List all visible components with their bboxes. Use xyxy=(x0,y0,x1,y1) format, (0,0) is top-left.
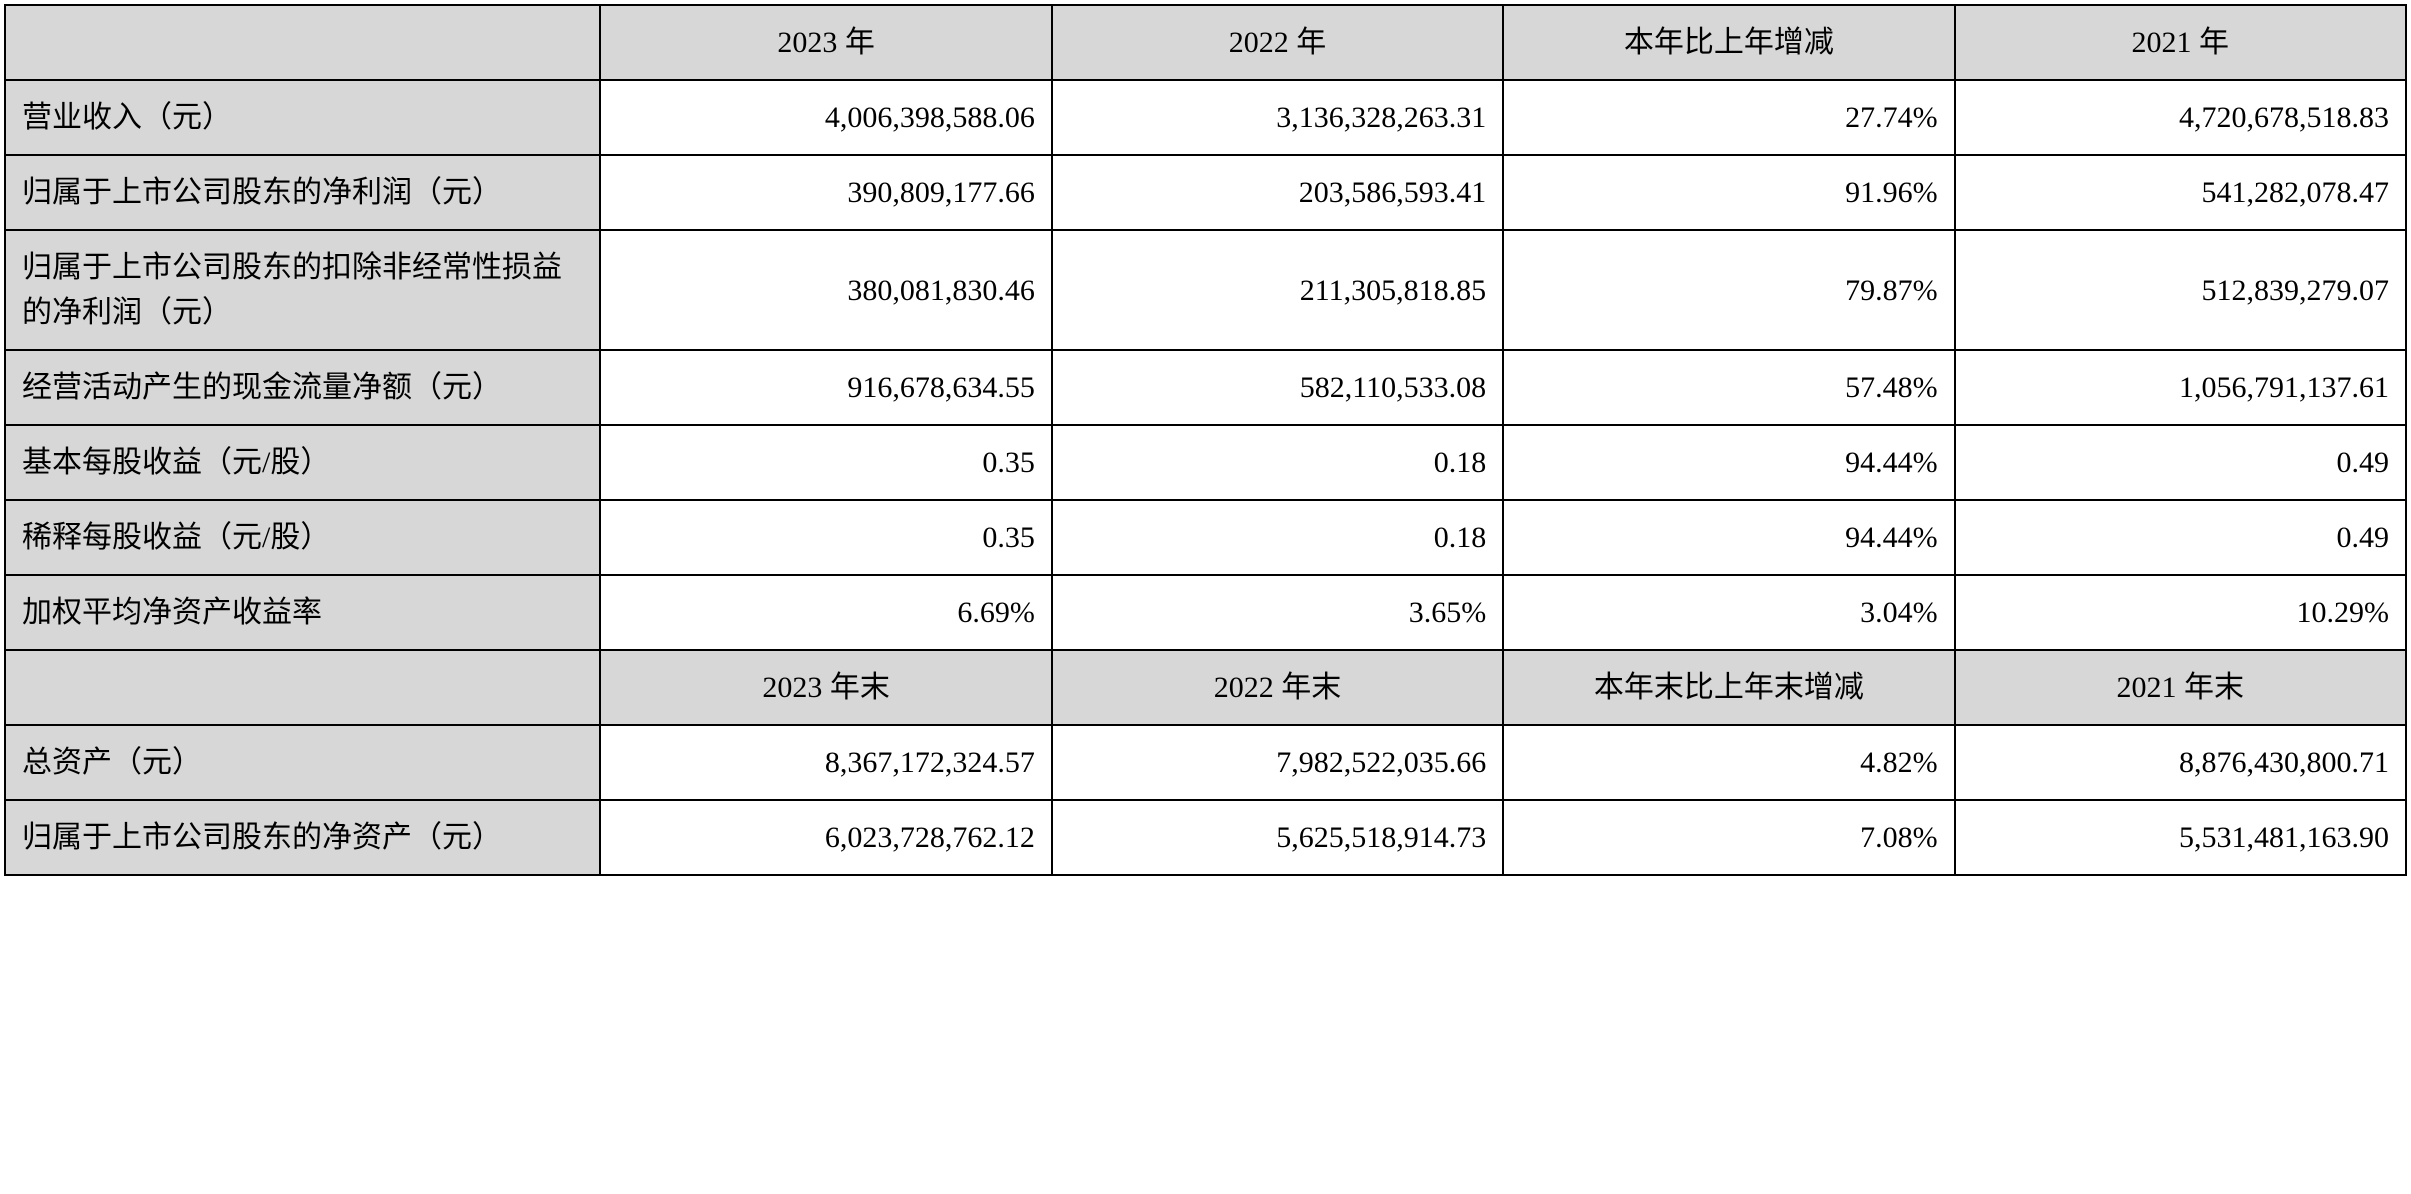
row-label: 加权平均净资产收益率 xyxy=(5,575,600,650)
row-label: 稀释每股收益（元/股） xyxy=(5,500,600,575)
row-value: 0.35 xyxy=(600,425,1051,500)
header-2023: 2023 年 xyxy=(600,5,1051,80)
row-value: 6.69% xyxy=(600,575,1051,650)
row-value: 94.44% xyxy=(1503,425,1954,500)
row-value: 390,809,177.66 xyxy=(600,155,1051,230)
header-change-end: 本年末比上年末增减 xyxy=(1503,650,1954,725)
table-row: 基本每股收益（元/股） 0.35 0.18 94.44% 0.49 xyxy=(5,425,2406,500)
row-value: 57.48% xyxy=(1503,350,1954,425)
table-header-row-1: 2023 年 2022 年 本年比上年增减 2021 年 xyxy=(5,5,2406,80)
row-value: 3.65% xyxy=(1052,575,1503,650)
row-value: 3.04% xyxy=(1503,575,1954,650)
header-blank-2 xyxy=(5,650,600,725)
table-header-row-2: 2023 年末 2022 年末 本年末比上年末增减 2021 年末 xyxy=(5,650,2406,725)
row-value: 10.29% xyxy=(1955,575,2406,650)
table-row: 经营活动产生的现金流量净额（元） 916,678,634.55 582,110,… xyxy=(5,350,2406,425)
header-2021-end: 2021 年末 xyxy=(1955,650,2406,725)
header-change: 本年比上年增减 xyxy=(1503,5,1954,80)
row-value: 380,081,830.46 xyxy=(600,230,1051,350)
row-value: 7.08% xyxy=(1503,800,1954,875)
row-value: 512,839,279.07 xyxy=(1955,230,2406,350)
row-value: 3,136,328,263.31 xyxy=(1052,80,1503,155)
row-label: 归属于上市公司股东的净资产（元） xyxy=(5,800,600,875)
row-value: 91.96% xyxy=(1503,155,1954,230)
row-value: 5,625,518,914.73 xyxy=(1052,800,1503,875)
table-body: 2023 年 2022 年 本年比上年增减 2021 年 营业收入（元） 4,0… xyxy=(5,5,2406,875)
table-row: 归属于上市公司股东的净利润（元） 390,809,177.66 203,586,… xyxy=(5,155,2406,230)
header-2022-end: 2022 年末 xyxy=(1052,650,1503,725)
row-value: 203,586,593.41 xyxy=(1052,155,1503,230)
row-value: 0.35 xyxy=(600,500,1051,575)
header-blank-1 xyxy=(5,5,600,80)
header-2022: 2022 年 xyxy=(1052,5,1503,80)
row-value: 1,056,791,137.61 xyxy=(1955,350,2406,425)
row-value: 4,720,678,518.83 xyxy=(1955,80,2406,155)
row-value: 4,006,398,588.06 xyxy=(600,80,1051,155)
row-label: 归属于上市公司股东的扣除非经常性损益的净利润（元） xyxy=(5,230,600,350)
header-2021: 2021 年 xyxy=(1955,5,2406,80)
row-value: 5,531,481,163.90 xyxy=(1955,800,2406,875)
row-value: 0.18 xyxy=(1052,425,1503,500)
row-value: 6,023,728,762.12 xyxy=(600,800,1051,875)
row-value: 4.82% xyxy=(1503,725,1954,800)
table-row: 加权平均净资产收益率 6.69% 3.65% 3.04% 10.29% xyxy=(5,575,2406,650)
row-value: 7,982,522,035.66 xyxy=(1052,725,1503,800)
table-row: 稀释每股收益（元/股） 0.35 0.18 94.44% 0.49 xyxy=(5,500,2406,575)
row-value: 211,305,818.85 xyxy=(1052,230,1503,350)
row-value: 582,110,533.08 xyxy=(1052,350,1503,425)
row-value: 8,876,430,800.71 xyxy=(1955,725,2406,800)
row-value: 0.49 xyxy=(1955,425,2406,500)
row-label: 经营活动产生的现金流量净额（元） xyxy=(5,350,600,425)
row-value: 8,367,172,324.57 xyxy=(600,725,1051,800)
row-label: 总资产（元） xyxy=(5,725,600,800)
table-row: 归属于上市公司股东的扣除非经常性损益的净利润（元） 380,081,830.46… xyxy=(5,230,2406,350)
row-label: 营业收入（元） xyxy=(5,80,600,155)
row-value: 916,678,634.55 xyxy=(600,350,1051,425)
row-value: 0.49 xyxy=(1955,500,2406,575)
row-value: 27.74% xyxy=(1503,80,1954,155)
table-row: 归属于上市公司股东的净资产（元） 6,023,728,762.12 5,625,… xyxy=(5,800,2406,875)
row-value: 94.44% xyxy=(1503,500,1954,575)
financial-table: 2023 年 2022 年 本年比上年增减 2021 年 营业收入（元） 4,0… xyxy=(4,4,2407,876)
row-value: 541,282,078.47 xyxy=(1955,155,2406,230)
row-label: 归属于上市公司股东的净利润（元） xyxy=(5,155,600,230)
header-2023-end: 2023 年末 xyxy=(600,650,1051,725)
row-value: 0.18 xyxy=(1052,500,1503,575)
table-row: 营业收入（元） 4,006,398,588.06 3,136,328,263.3… xyxy=(5,80,2406,155)
row-label: 基本每股收益（元/股） xyxy=(5,425,600,500)
table-row: 总资产（元） 8,367,172,324.57 7,982,522,035.66… xyxy=(5,725,2406,800)
row-value: 79.87% xyxy=(1503,230,1954,350)
